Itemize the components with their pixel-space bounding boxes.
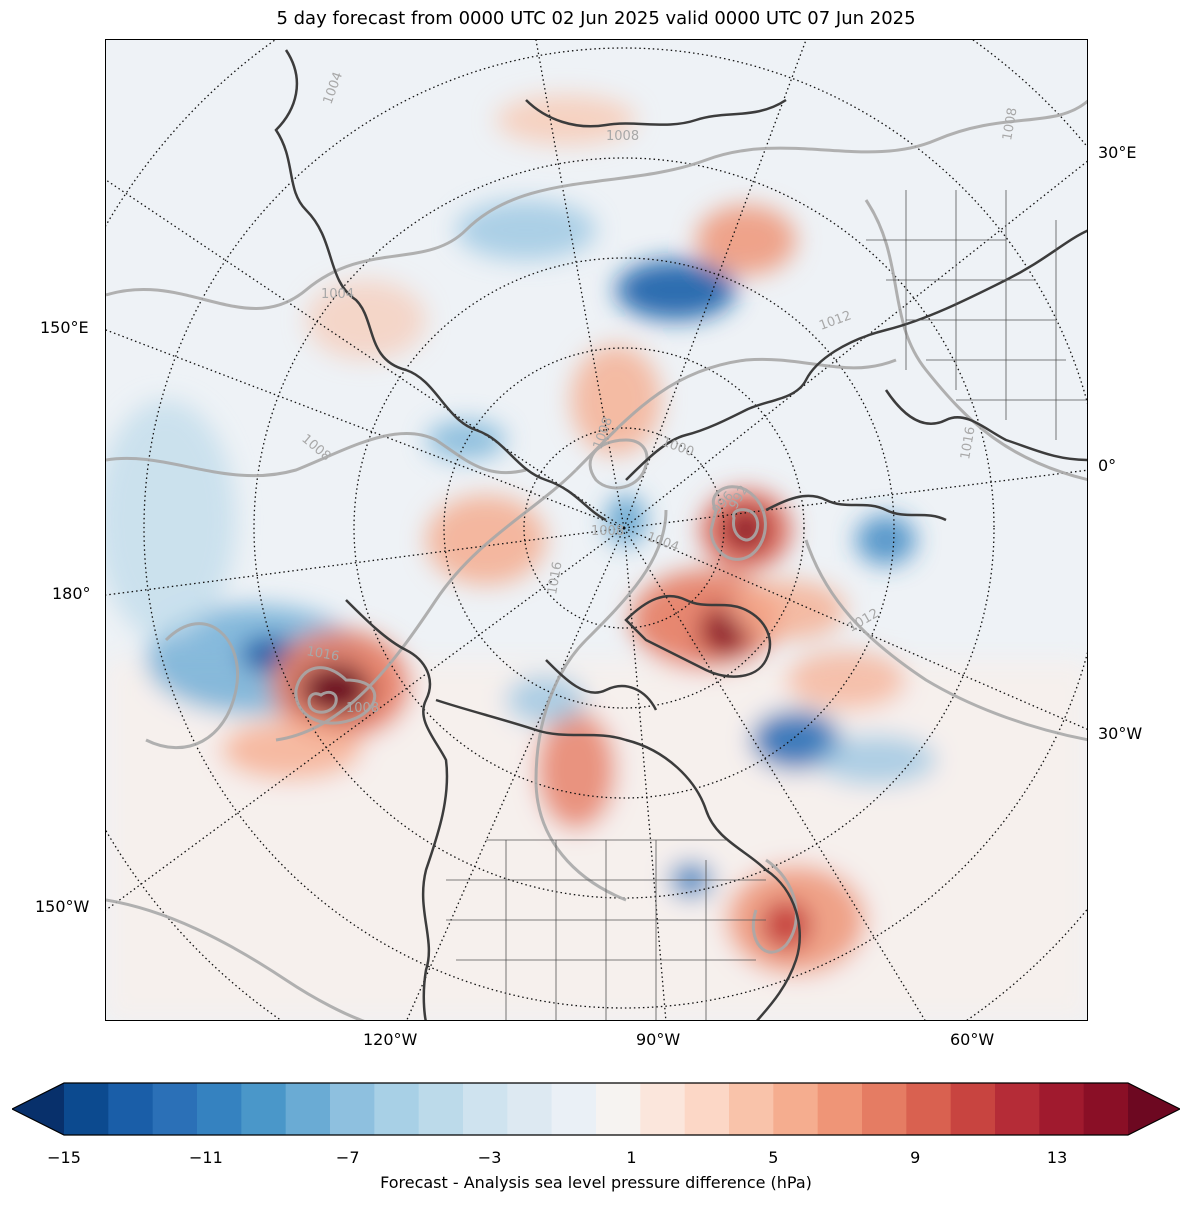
colorbar-cell	[640, 1083, 686, 1135]
colorbar-cell	[684, 1083, 730, 1135]
lon-label-120w: 120°W	[363, 1030, 418, 1049]
colorbar-cell	[551, 1083, 597, 1135]
colorbar-cell	[1039, 1083, 1085, 1135]
contour-label: 1016	[545, 560, 566, 595]
colorbar-cell	[197, 1083, 242, 1135]
anomaly-siberia-negative	[616, 260, 736, 320]
contour-label: 1008	[591, 524, 624, 539]
contour-label: 1016	[958, 425, 979, 460]
colorbar-cell	[596, 1083, 641, 1135]
chart-title: 5 day forecast from 0000 UTC 02 Jun 2025…	[276, 8, 916, 29]
colorbar-cell	[463, 1083, 508, 1135]
isobar-contours	[106, 99, 1087, 1020]
lon-label-150w: 150°W	[35, 897, 90, 916]
colorbar-label: Forecast - Analysis sea level pressure d…	[380, 1173, 812, 1192]
colorbar-cell	[241, 1083, 287, 1135]
lon-label-150e: 150°E	[40, 318, 89, 337]
colorbar	[12, 1082, 1180, 1136]
colorbar-cell	[507, 1083, 553, 1135]
colorbar-tick-label: −11	[188, 1148, 223, 1167]
contour-label: 1008	[1000, 106, 1021, 141]
colorbar-extend-right	[1128, 1083, 1180, 1135]
colorbar-cell	[950, 1083, 996, 1135]
map-panel: 1004 1004 1008 1008 1016 1008 1004 1000 …	[105, 39, 1088, 1021]
colorbar-cell	[729, 1083, 774, 1135]
map-canvas: 1004 1004 1008 1008 1016 1008 1004 1000 …	[106, 40, 1087, 1020]
lon-label-180: 180°	[52, 584, 91, 603]
contour-label: 1008	[606, 129, 639, 144]
lon-label-90w: 90°W	[636, 1030, 681, 1049]
colorbar-extend-left	[12, 1083, 64, 1135]
lon-label-60w: 60°W	[950, 1030, 995, 1049]
contour-label: 1016	[305, 644, 340, 665]
contour-label: 1004	[321, 287, 354, 302]
colorbar-cell	[995, 1083, 1040, 1135]
colorbar-cell	[817, 1083, 863, 1135]
colorbar-cell	[330, 1083, 375, 1135]
colorbar-cell	[285, 1083, 331, 1135]
graticule	[106, 40, 1087, 1020]
lon-label-30w: 30°W	[1098, 724, 1143, 743]
colorbar-tick-label: −7	[335, 1148, 360, 1167]
colorbar-tick-label: 1	[626, 1148, 637, 1167]
colorbar-tick-label: 9	[910, 1148, 921, 1167]
colorbar-cell	[773, 1083, 819, 1135]
colorbar-cell	[1083, 1083, 1129, 1135]
colorbar-tick-label: −15	[47, 1148, 81, 1167]
coastlines	[274, 49, 1087, 1020]
colorbar-cell	[64, 1083, 109, 1135]
colorbar-cell	[906, 1083, 952, 1135]
colorbar-cell	[862, 1083, 907, 1135]
lon-label-0: 0°	[1098, 456, 1117, 475]
anomaly-prairies-positive	[536, 710, 616, 830]
colorbar-cell	[108, 1083, 154, 1135]
contour-label: 1008	[346, 701, 379, 716]
borders	[446, 190, 1087, 1020]
lon-label-30e: 30°E	[1098, 143, 1137, 162]
colorbar-tick-label: 5	[768, 1148, 779, 1167]
colorbar-tick-label: 13	[1046, 1148, 1068, 1167]
colorbar-cells	[64, 1083, 1129, 1135]
colorbar-cell	[152, 1083, 198, 1135]
colorbar-tick-label: −3	[477, 1148, 502, 1167]
colorbar-cell	[418, 1083, 464, 1135]
colorbar-cell	[374, 1083, 420, 1135]
